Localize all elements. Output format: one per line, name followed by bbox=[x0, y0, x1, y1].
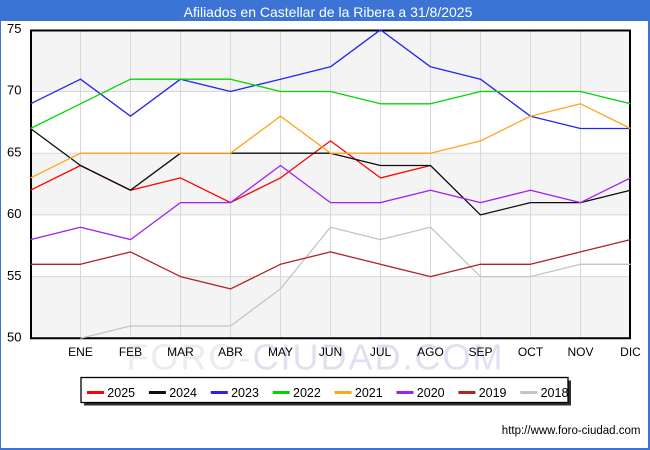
svg-text:55: 55 bbox=[7, 268, 21, 283]
svg-text:2025: 2025 bbox=[107, 386, 135, 400]
svg-text:ENE: ENE bbox=[68, 345, 93, 359]
svg-text:SEP: SEP bbox=[468, 345, 492, 359]
svg-text:JUN: JUN bbox=[319, 345, 342, 359]
svg-text:MAR: MAR bbox=[167, 345, 194, 359]
svg-text:FEB: FEB bbox=[119, 345, 142, 359]
svg-text:FORO-CIUDAD.COM: FORO-CIUDAD.COM bbox=[127, 337, 505, 378]
svg-text:2022: 2022 bbox=[293, 386, 321, 400]
svg-text:JUL: JUL bbox=[370, 345, 392, 359]
svg-text:AGO: AGO bbox=[417, 345, 444, 359]
svg-text:75: 75 bbox=[7, 21, 21, 36]
svg-text:DIC: DIC bbox=[620, 345, 641, 359]
svg-text:ABR: ABR bbox=[218, 345, 243, 359]
svg-text:2019: 2019 bbox=[479, 386, 507, 400]
svg-text:2023: 2023 bbox=[231, 386, 259, 400]
svg-text:2018: 2018 bbox=[541, 386, 569, 400]
svg-text:http://www.foro-ciudad.com: http://www.foro-ciudad.com bbox=[502, 425, 641, 437]
svg-text:70: 70 bbox=[7, 83, 21, 98]
svg-text:OCT: OCT bbox=[518, 345, 544, 359]
svg-text:2024: 2024 bbox=[169, 386, 197, 400]
svg-text:2021: 2021 bbox=[355, 386, 383, 400]
svg-text:60: 60 bbox=[7, 206, 21, 221]
svg-text:65: 65 bbox=[7, 144, 21, 159]
svg-text:50: 50 bbox=[7, 330, 21, 345]
svg-text:2020: 2020 bbox=[417, 386, 445, 400]
svg-text:NOV: NOV bbox=[567, 345, 593, 359]
svg-text:MAY: MAY bbox=[268, 345, 293, 359]
